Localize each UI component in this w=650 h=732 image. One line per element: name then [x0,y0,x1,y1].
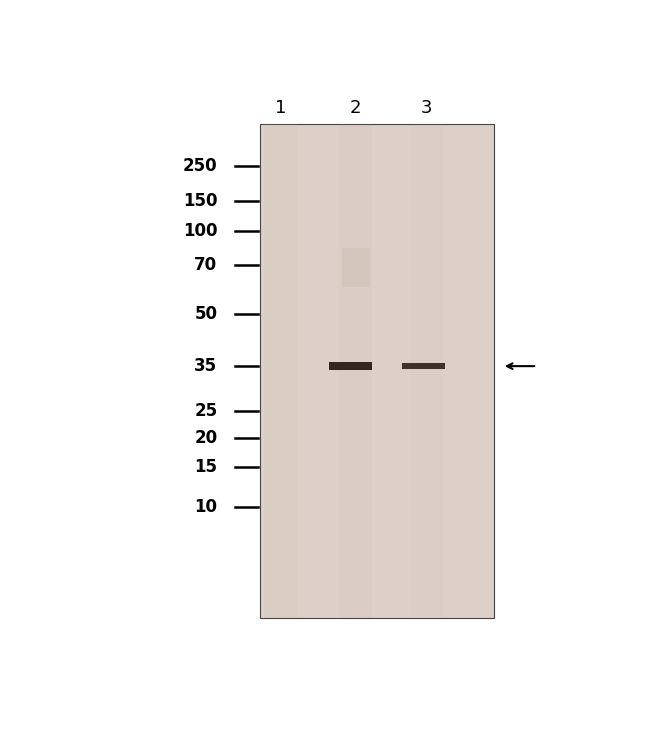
Bar [402,363,445,369]
Text: 1: 1 [274,99,286,116]
Text: 100: 100 [183,222,217,239]
Bar [339,124,372,618]
Text: 2: 2 [350,99,361,116]
Text: 25: 25 [194,402,217,419]
Text: 35: 35 [194,357,217,375]
Bar [342,247,370,287]
Bar [330,362,372,370]
Text: 250: 250 [183,157,217,176]
Text: 10: 10 [194,498,217,516]
Text: 20: 20 [194,429,217,447]
Bar [410,124,443,618]
Text: 15: 15 [194,458,217,477]
Text: 3: 3 [421,99,432,116]
Text: 150: 150 [183,192,217,210]
Text: 50: 50 [194,305,217,324]
Bar [260,124,494,618]
Text: 70: 70 [194,256,217,274]
Bar [264,124,296,618]
